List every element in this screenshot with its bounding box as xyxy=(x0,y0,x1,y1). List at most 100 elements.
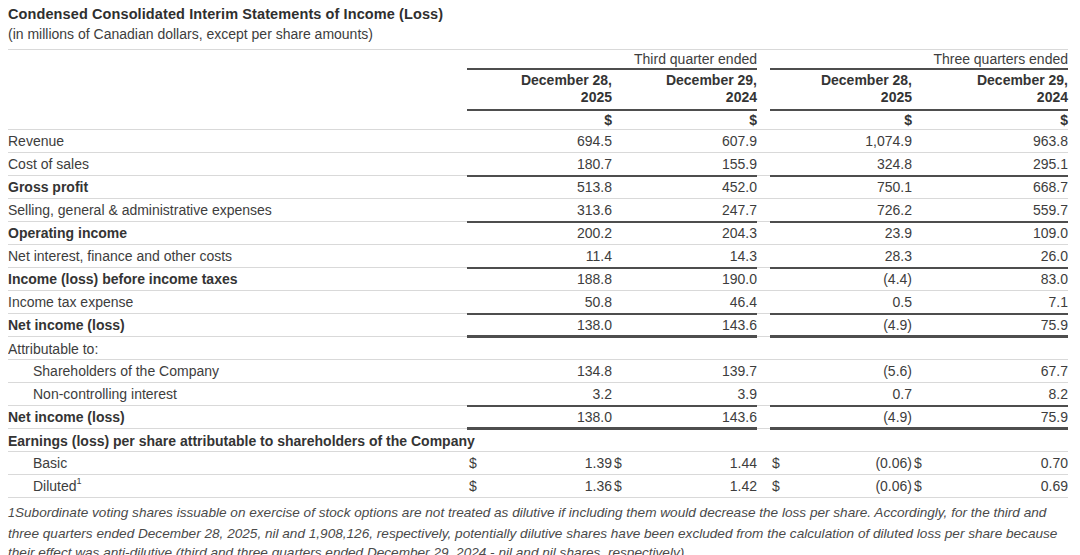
value-cell: (5.6) xyxy=(770,360,912,383)
value-cell: $1.42 xyxy=(612,475,757,498)
column-gap xyxy=(757,176,770,199)
value-text: (0.06) xyxy=(875,455,912,471)
row-label: Income (loss) before income taxes xyxy=(8,268,467,291)
value-cell: $ (0.06) xyxy=(770,475,912,498)
group-header-row: Third quarter ended Three quarters ended xyxy=(8,50,1068,69)
currency-symbol: $ xyxy=(912,110,1068,130)
date-header-q3-2024: December 29, 2024 xyxy=(612,69,757,110)
column-gap xyxy=(757,222,770,245)
column-gap xyxy=(757,475,770,498)
currency-symbol: $ xyxy=(612,110,757,130)
value-cell: 750.1 xyxy=(770,176,912,199)
value-cell: 559.7 xyxy=(912,199,1068,222)
value-cell: 26.0 xyxy=(912,245,1068,268)
row-label: Selling, general & administrative expens… xyxy=(8,199,467,222)
value-cell: 247.7 xyxy=(612,199,757,222)
value-text: 0.69 xyxy=(1041,478,1068,494)
table-row: Net income (loss)138.0143.6(4.9)75.9 xyxy=(8,406,1068,429)
row-label: Operating income xyxy=(8,222,467,245)
table-row: Shareholders of the Company134.8139.7 (5.… xyxy=(8,360,1068,383)
income-statement-table: Third quarter ended Three quarters ended… xyxy=(8,49,1068,498)
value-text: 0.70 xyxy=(1041,455,1068,471)
table-row: Net interest, finance and other costs11.… xyxy=(8,245,1068,268)
value-text: 1.39 xyxy=(585,455,612,471)
value-cell: 139.7 xyxy=(612,360,757,383)
table-row: Earnings (loss) per share attributable t… xyxy=(8,429,1068,452)
value-text: 1.36 xyxy=(585,478,612,494)
value-cell: 11.4 xyxy=(467,245,612,268)
table-row: Net income (loss)138.0143.6(4.9)75.9 xyxy=(8,314,1068,337)
currency-symbol: $ xyxy=(469,455,477,471)
value-cell: 23.9 xyxy=(770,222,912,245)
currency-symbol: $ xyxy=(772,478,780,494)
value-cell: (4.4) xyxy=(770,268,912,291)
column-gap xyxy=(757,50,770,69)
column-gap xyxy=(757,360,770,383)
value-cell: 0.5 xyxy=(770,291,912,314)
statement-subtitle: (in millions of Canadian dollars, except… xyxy=(8,26,1068,49)
value-cell: 295.1 xyxy=(912,153,1068,176)
row-label: Earnings (loss) per share attributable t… xyxy=(8,429,1068,452)
value-cell: 155.9 xyxy=(612,153,757,176)
row-label: Net income (loss) xyxy=(8,406,467,429)
row-label: Net income (loss) xyxy=(8,314,467,337)
value-cell: 324.8 xyxy=(770,153,912,176)
value-cell: 726.2 xyxy=(770,199,912,222)
value-cell: 7.1 xyxy=(912,291,1068,314)
row-label: Shareholders of the Company xyxy=(8,360,467,383)
value-cell: (4.9) xyxy=(770,314,912,337)
value-cell: $0.70 xyxy=(912,452,1068,475)
value-cell: 67.7 xyxy=(912,360,1068,383)
column-gap xyxy=(757,314,770,337)
footnote-marker: 1 xyxy=(8,506,15,520)
value-cell: $1.39 xyxy=(467,452,612,475)
value-cell: $1.36 xyxy=(467,475,612,498)
column-gap xyxy=(757,406,770,429)
column-gap xyxy=(757,153,770,176)
footnote: 1Subordinate voting shares issuable on e… xyxy=(8,498,1068,555)
currency-symbol: $ xyxy=(614,455,622,471)
table-row: Non-controlling interest3.23.90.78.2 xyxy=(8,383,1068,406)
value-cell: 8.2 xyxy=(912,383,1068,406)
value-cell: 0.7 xyxy=(770,383,912,406)
column-gap xyxy=(757,69,770,110)
value-cell: 83.0 xyxy=(912,268,1068,291)
value-cell: 46.4 xyxy=(612,291,757,314)
value-cell: 3.2 xyxy=(467,383,612,406)
table-row: Gross profit513.8452.0750.1668.7 xyxy=(8,176,1068,199)
value-cell: 138.0 xyxy=(467,314,612,337)
value-cell: 452.0 xyxy=(612,176,757,199)
date-header-row: December 28, 2025 December 29, 2024 Dece… xyxy=(8,69,1068,110)
table-row: Selling, general & administrative expens… xyxy=(8,199,1068,222)
table-row: Revenue694.5607.91,074.9963.8 xyxy=(8,130,1068,153)
row-label: Diluted1 xyxy=(8,475,467,498)
group-header-three-quarters: Three quarters ended xyxy=(770,50,1068,69)
value-cell: 134.8 xyxy=(467,360,612,383)
value-text: 1.44 xyxy=(730,455,757,471)
value-cell: 1,074.9 xyxy=(770,130,912,153)
value-cell: 14.3 xyxy=(612,245,757,268)
row-label: Income tax expense xyxy=(8,291,467,314)
column-gap xyxy=(757,199,770,222)
value-cell: $ (0.06) xyxy=(770,452,912,475)
value-cell: 3.9 xyxy=(612,383,757,406)
column-gap xyxy=(757,245,770,268)
column-gap xyxy=(757,452,770,475)
statement-page: Condensed Consolidated Interim Statement… xyxy=(0,0,1080,555)
value-cell: 200.2 xyxy=(467,222,612,245)
table-row: Attributable to: xyxy=(8,337,1068,360)
column-gap xyxy=(757,383,770,406)
value-text: (0.06) xyxy=(875,478,912,494)
value-cell: 513.8 xyxy=(467,176,612,199)
table-body: Revenue694.5607.91,074.9963.8Cost of sal… xyxy=(8,130,1068,498)
currency-symbol: $ xyxy=(467,110,612,130)
value-cell: 143.6 xyxy=(612,314,757,337)
row-label: Gross profit xyxy=(8,176,467,199)
row-label: Cost of sales xyxy=(8,153,467,176)
column-gap xyxy=(757,110,770,130)
table-row: Operating income200.2204.323.9109.0 xyxy=(8,222,1068,245)
table-row: Income (loss) before income taxes188.819… xyxy=(8,268,1068,291)
currency-symbol: $ xyxy=(772,455,780,471)
currency-symbol: $ xyxy=(614,478,622,494)
table-row: Diluted1$1.36$1.42$(0.06)$0.69 xyxy=(8,475,1068,498)
